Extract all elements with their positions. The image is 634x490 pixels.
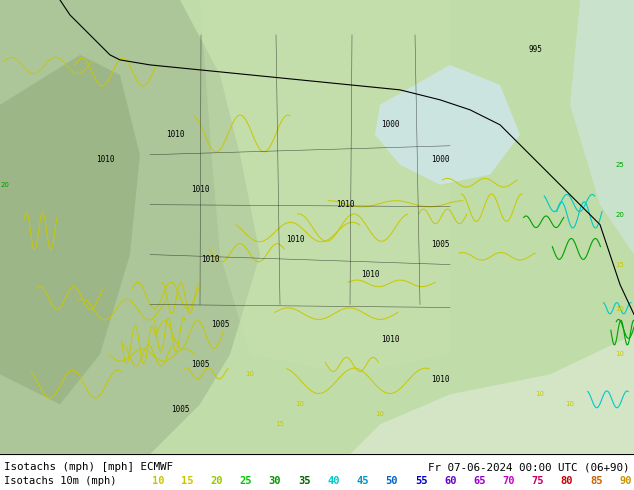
Text: 70: 70: [502, 476, 515, 486]
Text: Isotachs (mph) [mph] ECMWF: Isotachs (mph) [mph] ECMWF: [4, 462, 173, 472]
Text: 1005: 1005: [210, 320, 230, 329]
Text: 995: 995: [528, 46, 542, 54]
Text: 50: 50: [385, 476, 398, 486]
Polygon shape: [350, 335, 634, 454]
Text: 10: 10: [566, 401, 574, 407]
Text: 1005: 1005: [171, 405, 190, 414]
Text: Fr 07-06-2024 00:00 UTC (06+90): Fr 07-06-2024 00:00 UTC (06+90): [429, 462, 630, 472]
Text: 15: 15: [181, 476, 194, 486]
Text: 10: 10: [536, 392, 545, 397]
Text: 10: 10: [245, 371, 254, 377]
Text: 10: 10: [152, 476, 164, 486]
Text: 20: 20: [1, 182, 10, 188]
Text: 25: 25: [616, 162, 624, 168]
Text: 10: 10: [616, 306, 624, 313]
Text: 65: 65: [473, 476, 486, 486]
Text: 55: 55: [415, 476, 427, 486]
Text: 10: 10: [616, 351, 624, 357]
Text: 60: 60: [444, 476, 456, 486]
Polygon shape: [570, 0, 634, 255]
Text: 1010: 1010: [201, 255, 219, 264]
Polygon shape: [0, 0, 260, 454]
Text: 80: 80: [561, 476, 573, 486]
Text: 25: 25: [240, 476, 252, 486]
Text: 1010: 1010: [381, 335, 399, 344]
Text: 15: 15: [276, 421, 285, 427]
Polygon shape: [0, 55, 140, 404]
Text: 1010: 1010: [430, 375, 450, 384]
Text: 1005: 1005: [191, 360, 209, 369]
Text: 10: 10: [375, 411, 384, 417]
Text: 15: 15: [616, 262, 624, 268]
Text: 1010: 1010: [191, 185, 209, 194]
Text: 90: 90: [619, 476, 631, 486]
Polygon shape: [375, 65, 520, 185]
Text: 1005: 1005: [430, 240, 450, 249]
Polygon shape: [200, 0, 450, 374]
Text: 45: 45: [356, 476, 369, 486]
Text: 1010: 1010: [336, 200, 354, 209]
Text: 30: 30: [269, 476, 281, 486]
Text: 75: 75: [531, 476, 544, 486]
Text: 1010: 1010: [96, 155, 114, 164]
Text: 20: 20: [210, 476, 223, 486]
Text: 85: 85: [590, 476, 602, 486]
Text: 40: 40: [327, 476, 340, 486]
Text: 1000: 1000: [381, 120, 399, 129]
Text: 35: 35: [298, 476, 311, 486]
Text: 1010: 1010: [165, 130, 184, 139]
Text: 20: 20: [616, 212, 624, 218]
Text: 1010: 1010: [361, 270, 379, 279]
Text: Isotachs 10m (mph): Isotachs 10m (mph): [4, 476, 117, 486]
Text: 1010: 1010: [286, 235, 304, 244]
Text: 10: 10: [295, 401, 304, 407]
Text: 1000: 1000: [430, 155, 450, 164]
